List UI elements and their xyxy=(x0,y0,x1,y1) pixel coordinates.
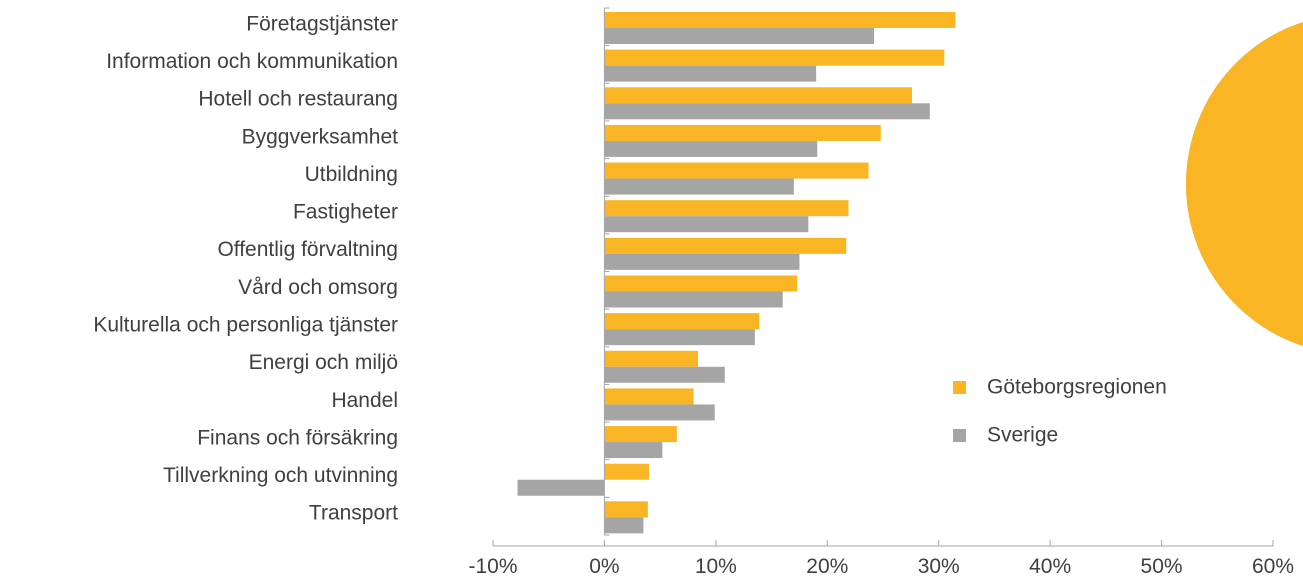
bar-goteborgsregionen-5 xyxy=(604,200,849,217)
axes-layer xyxy=(492,7,1274,547)
bar-sverige-8 xyxy=(604,329,755,346)
x-tick-label: 20% xyxy=(806,555,848,578)
category-label: Företagstjänster xyxy=(246,12,398,35)
bar-sverige-10 xyxy=(604,404,715,421)
category-label: Offentlig förvaltning xyxy=(217,238,398,261)
x-tick-label: 10% xyxy=(695,555,737,578)
legend-swatch xyxy=(953,429,966,442)
category-label: Byggverksamhet xyxy=(242,125,399,148)
decorative-circle xyxy=(1185,22,1303,346)
category-label: Energi och miljö xyxy=(249,351,398,374)
bar-goteborgsregionen-4 xyxy=(604,162,869,179)
category-label: Handel xyxy=(331,389,398,412)
legend-label: Göteborgsregionen xyxy=(987,376,1167,399)
x-tick-label: 0% xyxy=(589,555,619,578)
bar-goteborgsregionen-7 xyxy=(604,275,798,292)
bar-goteborgsregionen-13 xyxy=(604,501,648,518)
category-labels: Företagstjänster Information och kommunik… xyxy=(93,12,398,524)
x-tick-label: 60% xyxy=(1252,555,1294,578)
bar-goteborgsregionen-3 xyxy=(604,124,881,141)
bar-sverige-13 xyxy=(604,517,644,534)
category-label: Tillverkning och utvinning xyxy=(163,464,398,487)
category-label: Finans och försäkring xyxy=(197,426,398,449)
legend: Göteborgsregionen Sverige xyxy=(953,376,1167,447)
x-tick-label: 30% xyxy=(918,555,960,578)
bar-sverige-6 xyxy=(604,253,800,270)
bar-goteborgsregionen-12 xyxy=(604,463,649,480)
bar-goteborgsregionen-2 xyxy=(604,87,912,104)
category-label: Utbildning xyxy=(305,163,398,186)
bar-sverige-0 xyxy=(604,28,875,44)
bar-sverige-4 xyxy=(604,178,794,195)
category-label: Information och kommunikation xyxy=(106,50,398,73)
category-label: Transport xyxy=(309,502,398,525)
bar-sverige-9 xyxy=(604,366,725,383)
legend-label: Sverige xyxy=(987,424,1058,447)
bar-goteborgsregionen-6 xyxy=(604,237,847,254)
bar-sverige-2 xyxy=(604,103,930,120)
bars-layer xyxy=(517,12,956,534)
bar-goteborgsregionen-11 xyxy=(604,426,677,443)
x-tick-label: -10% xyxy=(468,555,517,578)
category-label: Kulturella och personliga tjänster xyxy=(93,314,398,337)
bar-goteborgsregionen-10 xyxy=(604,388,694,405)
bar-sverige-12 xyxy=(517,479,605,496)
category-label: Hotell och restaurang xyxy=(198,88,398,111)
category-label: Vård och omsorg xyxy=(238,276,398,299)
x-tick-labels: -10% 0% 10% 20% 30% 40% 50% 60% xyxy=(468,555,1294,578)
legend-swatch xyxy=(953,381,966,394)
bar-goteborgsregionen-0 xyxy=(604,12,956,28)
bar-sverige-11 xyxy=(604,442,663,459)
bar-goteborgsregionen-1 xyxy=(604,49,945,66)
bar-goteborgsregionen-9 xyxy=(604,350,699,367)
bar-sverige-7 xyxy=(604,291,783,308)
bar-sverige-1 xyxy=(604,65,817,82)
x-tick-label: 40% xyxy=(1029,555,1071,578)
bar-sverige-5 xyxy=(604,216,809,233)
bar-sverige-3 xyxy=(604,140,818,157)
x-tick-label: 50% xyxy=(1141,555,1183,578)
category-label: Fastigheter xyxy=(293,201,398,224)
bar-goteborgsregionen-8 xyxy=(604,313,760,330)
